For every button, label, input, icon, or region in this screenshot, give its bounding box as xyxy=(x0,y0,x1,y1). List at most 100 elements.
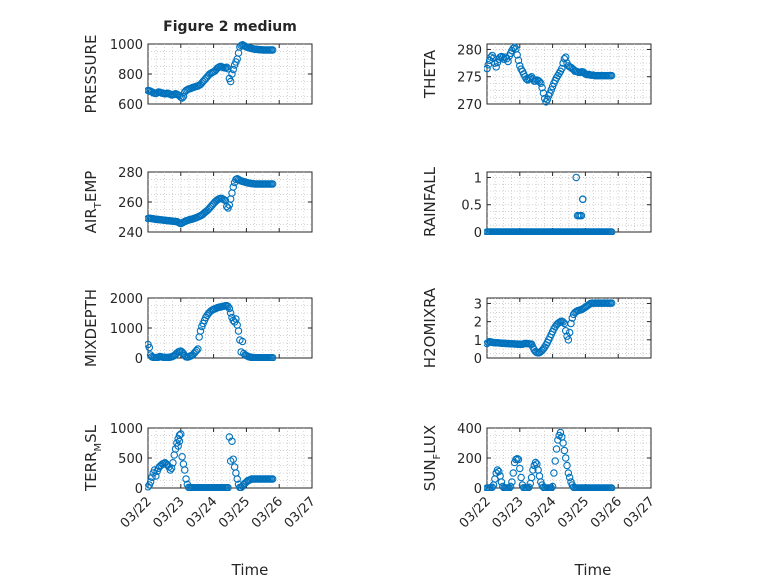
data-point xyxy=(167,464,176,472)
subplot-mixdepth: 0 1000 2000 MIXDEPTH xyxy=(82,289,313,367)
data-point xyxy=(492,63,500,71)
data-point xyxy=(565,328,574,337)
subplot-rainfall: 0 0.5 1 RAINFALL xyxy=(421,166,652,241)
data-point xyxy=(228,70,236,78)
data-point xyxy=(226,77,235,86)
subplot-theta: 270 275 280 THETA xyxy=(421,43,652,113)
data-point xyxy=(514,455,523,464)
y-label-subscript: T xyxy=(93,201,104,209)
y-tick-label: 400 xyxy=(457,422,482,437)
data-point xyxy=(145,343,154,352)
data-point xyxy=(228,437,236,445)
y-label-main: AIR xyxy=(82,208,100,233)
data-point xyxy=(175,437,184,445)
data-point xyxy=(484,64,491,73)
y-axis-label: THETA xyxy=(421,49,439,99)
data-point xyxy=(535,77,544,86)
y-axis-label: SUNFLUX xyxy=(421,425,443,491)
subplot-pressure: 600 800 1000 PRESSURE xyxy=(82,35,313,114)
y-label-main: H2OMIXRA xyxy=(421,287,439,368)
data-point xyxy=(182,475,190,483)
y-tick-label: 240 xyxy=(118,226,143,241)
data-point xyxy=(233,475,241,483)
data-point xyxy=(148,473,156,481)
y-tick-label: 0 xyxy=(474,482,482,497)
y-tick-label: 2 xyxy=(474,316,482,331)
data-point xyxy=(561,454,570,462)
y-tick-label: 3 xyxy=(474,297,482,312)
x-tick-label: 03/25 xyxy=(555,494,592,531)
y-label-rest: EMP xyxy=(82,171,100,202)
y-axis-label: MIXDEPTH xyxy=(82,289,100,367)
x-tick-label: 03/24 xyxy=(522,494,559,531)
data-point xyxy=(563,461,571,470)
data-point xyxy=(225,304,234,313)
data-point xyxy=(178,94,186,102)
data-point xyxy=(178,453,186,461)
data-point xyxy=(565,473,574,482)
data-point xyxy=(509,469,517,477)
x-tick-label: 03/22 xyxy=(118,494,155,531)
data-point xyxy=(513,51,521,59)
data-point xyxy=(607,299,616,307)
y-label-subscript: M xyxy=(93,443,104,452)
data-point xyxy=(192,346,201,355)
x-tick-label: 03/27 xyxy=(621,494,658,531)
y-tick-label: 800 xyxy=(118,68,143,83)
x-tick-label: 03/22 xyxy=(457,494,494,531)
y-tick-label: 0 xyxy=(474,226,482,241)
data-point xyxy=(268,180,277,188)
y-tick-label: 1 xyxy=(474,171,482,186)
data-point xyxy=(527,473,536,482)
data-point xyxy=(548,482,557,491)
y-tick-label: 1000 xyxy=(110,422,143,437)
y-label-subscript: F xyxy=(432,453,443,459)
data-point xyxy=(238,337,247,346)
data-point xyxy=(222,63,231,72)
y-axis-label: H2OMIXRA xyxy=(421,287,439,368)
data-point xyxy=(579,195,587,204)
y-axis-label: PRESSURE xyxy=(82,35,100,114)
y-tick-label: 0 xyxy=(135,352,143,367)
data-point xyxy=(268,46,277,54)
y-tick-label: 1000 xyxy=(110,322,143,337)
x-tick-label: 03/25 xyxy=(216,494,253,531)
data-point xyxy=(559,318,567,326)
x-tick-label: 03/24 xyxy=(183,494,220,531)
data-point xyxy=(559,439,567,447)
data-point xyxy=(607,228,616,235)
y-tick-label: 275 xyxy=(457,71,482,86)
data-point xyxy=(169,459,177,467)
series-sunflux xyxy=(484,428,616,491)
data-point xyxy=(556,428,565,437)
data-point xyxy=(493,466,502,474)
y-label-main: PRESSURE xyxy=(82,35,100,114)
data-point xyxy=(152,472,160,480)
data-point xyxy=(177,430,185,438)
data-point xyxy=(567,319,575,328)
data-point xyxy=(229,183,238,191)
data-point xyxy=(517,473,525,482)
data-point xyxy=(547,484,556,491)
y-tick-label: 280 xyxy=(118,166,143,181)
data-point xyxy=(229,65,238,74)
y-tick-label: 2000 xyxy=(110,292,143,307)
data-point xyxy=(508,478,516,486)
data-point xyxy=(194,345,202,353)
y-label-rest: SL xyxy=(82,424,100,443)
y-label-main: MIXDEPTH xyxy=(82,289,100,367)
data-point xyxy=(572,173,580,182)
data-point xyxy=(552,445,561,453)
y-label-main: SUN xyxy=(421,459,439,491)
data-point xyxy=(543,95,552,104)
y-tick-label: 200 xyxy=(457,452,482,467)
data-point xyxy=(146,478,155,486)
data-point xyxy=(525,483,533,491)
data-point xyxy=(547,86,556,94)
data-point xyxy=(196,327,205,335)
y-tick-label: 0 xyxy=(135,482,143,497)
data-point xyxy=(514,56,523,65)
y-tick-label: 600 xyxy=(118,98,143,113)
data-point xyxy=(224,483,232,491)
